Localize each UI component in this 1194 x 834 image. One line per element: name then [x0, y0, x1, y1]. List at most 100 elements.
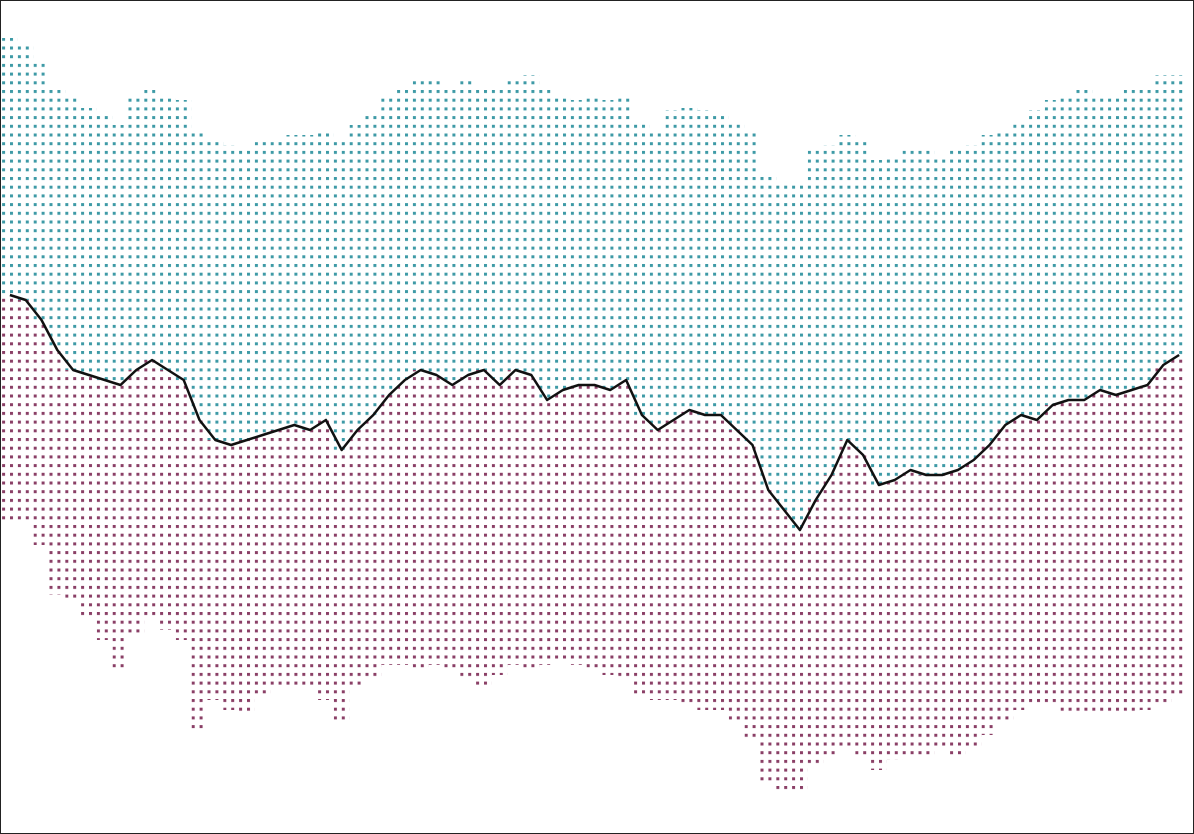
lower-column [175, 380, 192, 640]
lower-column [1155, 365, 1172, 705]
upper-column [223, 145, 239, 445]
lower-column [792, 530, 808, 790]
lower-column [697, 415, 713, 710]
upper-column [839, 135, 856, 440]
upper-column [523, 75, 540, 375]
lower-column [223, 445, 239, 710]
lower-column [555, 390, 571, 660]
upper-column [713, 115, 729, 415]
lower-column [981, 445, 998, 735]
upper-column [792, 185, 808, 530]
upper-column [128, 95, 145, 370]
upper-column [507, 80, 524, 370]
upper-column [665, 110, 682, 420]
lower-column [302, 430, 318, 690]
lower-column [602, 390, 619, 675]
lower-column [491, 385, 508, 675]
lower-column [254, 435, 271, 695]
upper-column [144, 88, 160, 360]
upper-column [1076, 90, 1093, 400]
lower-column [381, 395, 397, 665]
upper-column [1029, 110, 1045, 420]
lower-column [1029, 420, 1045, 705]
lower-column [1044, 405, 1061, 705]
lower-column [318, 420, 334, 700]
lower-column [539, 400, 555, 665]
lower-column [950, 470, 966, 755]
upper-column [950, 150, 966, 470]
upper-column [33, 60, 50, 320]
upper-column [1155, 75, 1172, 365]
lower-column [1108, 395, 1124, 715]
upper-column [270, 140, 287, 430]
upper-column [871, 160, 887, 485]
upper-column [744, 130, 761, 445]
upper-column [160, 95, 176, 370]
upper-column [855, 140, 871, 455]
lower-column [2, 295, 18, 520]
lower-column [144, 360, 160, 620]
upper-column [902, 150, 919, 470]
upper-column [175, 100, 192, 380]
upper-column [81, 108, 97, 375]
lower-column [507, 370, 524, 665]
upper-column [602, 100, 619, 390]
lower-column [934, 475, 950, 750]
lower-column [618, 380, 634, 680]
lower-column [997, 425, 1014, 720]
price-line [9, 293, 1180, 532]
upper-column [2, 38, 18, 295]
lower-column [744, 445, 761, 740]
upper-column [444, 85, 461, 385]
upper-column [760, 175, 777, 490]
upper-column [886, 155, 903, 480]
lower-column [33, 320, 50, 545]
lower-column [1171, 355, 1187, 695]
lower-column [444, 385, 461, 670]
upper-column [333, 140, 350, 450]
upper-column [381, 95, 397, 395]
upper-column [49, 85, 66, 350]
lower-column [839, 440, 856, 750]
upper-column [302, 135, 318, 430]
upper-column [1108, 95, 1124, 395]
lower-column [112, 385, 129, 670]
lower-column [460, 375, 476, 680]
upper-column [1060, 95, 1077, 400]
upper-column [112, 125, 129, 385]
upper-column [460, 80, 476, 375]
lower-column [760, 490, 777, 785]
upper-column [286, 135, 303, 425]
upper-column [1044, 100, 1061, 405]
lower-column [286, 425, 303, 690]
lower-column [965, 460, 982, 750]
upper-column [1171, 75, 1187, 355]
lower-column [902, 470, 919, 755]
upper-column [555, 95, 571, 390]
upper-column [823, 145, 840, 475]
lower-column [65, 370, 81, 600]
lower-column [333, 450, 350, 720]
lower-column [807, 500, 824, 765]
lower-column [207, 440, 224, 700]
lower-column [96, 380, 113, 640]
upper-column [17, 45, 34, 300]
lower-column [713, 415, 729, 710]
lower-column [634, 415, 650, 695]
lower-column [1123, 390, 1140, 715]
upper-column [491, 90, 508, 385]
upper-column [254, 140, 271, 435]
upper-column [1139, 85, 1156, 385]
upper-column [1123, 90, 1140, 390]
upper-column [365, 115, 382, 415]
upper-column [1013, 120, 1029, 415]
lower-column [428, 375, 445, 665]
lower-column [855, 455, 871, 755]
upper-column [318, 130, 334, 420]
lower-column [239, 440, 255, 715]
upper-column [207, 140, 224, 440]
lower-column [412, 370, 429, 670]
lower-column [1013, 415, 1029, 710]
